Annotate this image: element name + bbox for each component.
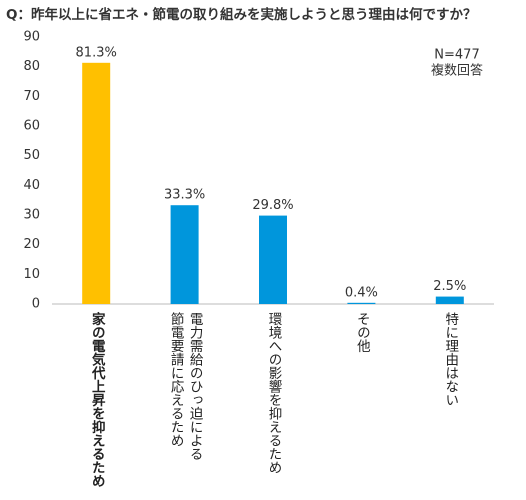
x-tick-label: 電力需給のひっ迫による 節電要請に応えるため xyxy=(167,312,203,461)
value-label: 81.3% xyxy=(76,45,117,60)
y-tick-label: 90 xyxy=(23,30,40,45)
value-label: 29.8% xyxy=(252,198,293,213)
bar xyxy=(347,302,376,304)
chart-title: Q：昨年以上に省エネ・節電の取り組みを実施しようと思う理由は何ですか？ xyxy=(6,6,476,23)
x-tick-label: 特に理由はない xyxy=(442,312,459,407)
y-tick-label: 20 xyxy=(23,237,40,252)
y-tick-label: 40 xyxy=(23,178,40,193)
y-tick-label: 60 xyxy=(23,119,40,134)
x-tick-label: 環境への影響を抑えるため xyxy=(265,312,282,474)
y-tick-label: 30 xyxy=(23,208,40,223)
value-label: 0.4% xyxy=(345,285,378,300)
y-tick-label: 70 xyxy=(23,89,40,104)
bar xyxy=(259,215,287,304)
value-label: 33.3% xyxy=(164,188,205,203)
bar xyxy=(435,296,464,304)
y-tick-label: 10 xyxy=(23,267,40,282)
annotation: 複数回答 xyxy=(431,63,483,79)
y-tick-label: 0 xyxy=(32,297,40,312)
x-tick-label: 家の電気代上昇を抑えるため xyxy=(88,312,105,488)
y-tick-label: 50 xyxy=(23,148,40,163)
bar xyxy=(82,62,111,305)
annotation: N=477 xyxy=(434,48,479,63)
y-tick-label: 80 xyxy=(23,59,40,74)
value-label: 2.5% xyxy=(433,279,466,294)
bar xyxy=(170,205,199,304)
x-tick-label: その他 xyxy=(353,312,370,353)
